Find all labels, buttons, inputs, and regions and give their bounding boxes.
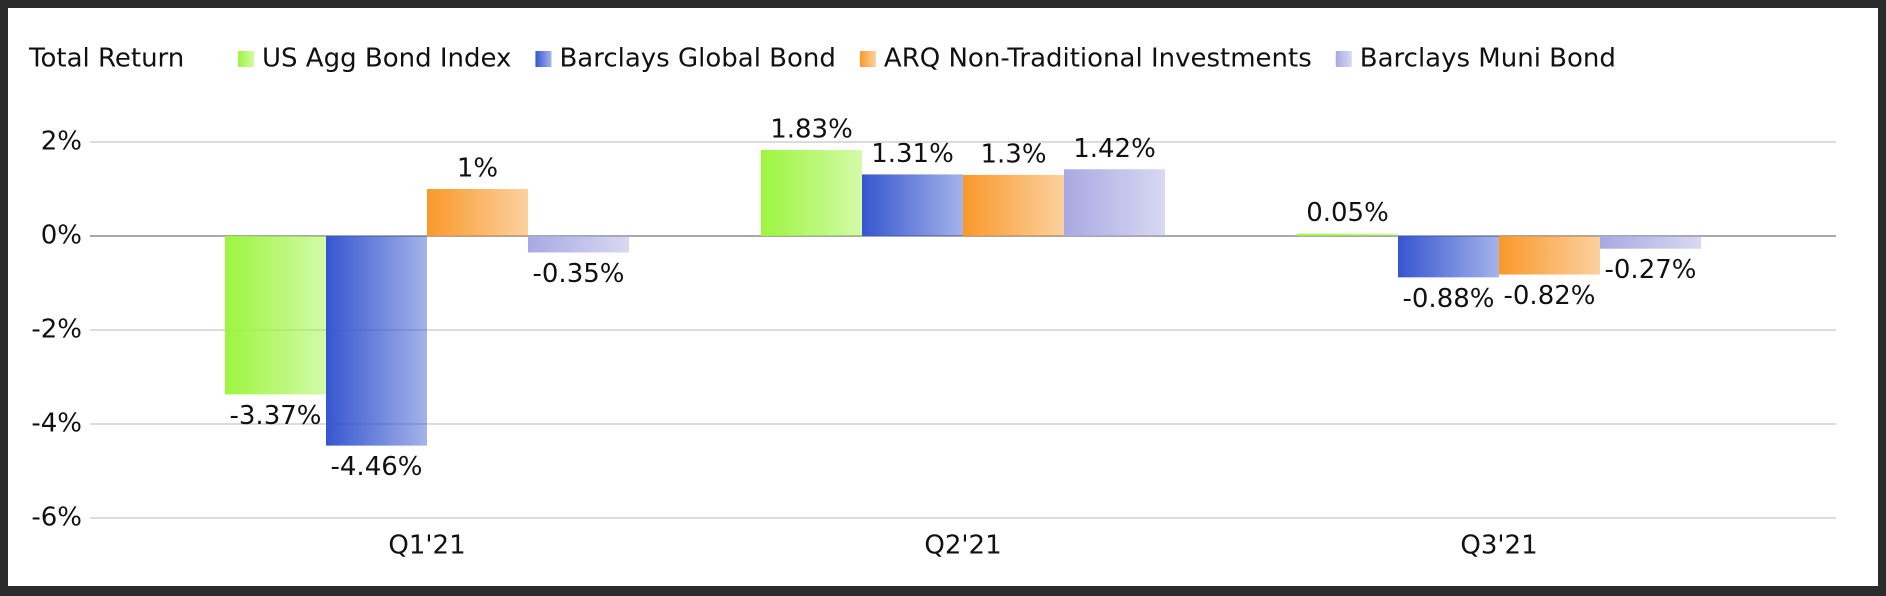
y-tick-label: 2% [41, 127, 82, 157]
bar [225, 236, 326, 395]
bar [761, 149, 862, 236]
legend-label: ARQ Non-Traditional Investments [884, 44, 1312, 74]
x-tick-label: Q3'21 [1460, 531, 1537, 561]
data-label: 1.42% [1073, 134, 1156, 164]
legend-swatch [238, 51, 254, 67]
data-label: 1.3% [980, 139, 1046, 169]
x-tick-label: Q1'21 [388, 531, 465, 561]
data-label: 0.05% [1306, 198, 1389, 228]
bar [326, 236, 427, 446]
y-tick-label: -4% [31, 409, 82, 439]
bar [963, 174, 1064, 236]
bar [1600, 236, 1701, 249]
bar [427, 189, 528, 236]
legend-label: Barclays Muni Bond [1360, 44, 1616, 74]
legend-swatch [535, 51, 552, 67]
data-label: -3.37% [230, 401, 322, 431]
y-tick-label: 0% [41, 221, 82, 251]
bar [1297, 233, 1398, 236]
legend-swatch [1335, 51, 1352, 67]
bar [862, 174, 963, 236]
data-label: -0.35% [533, 259, 625, 289]
x-tick-label: Q2'21 [924, 531, 1001, 561]
legend-swatch [859, 51, 876, 67]
legend-label: US Agg Bond Index [262, 44, 511, 74]
data-label: -0.88% [1403, 284, 1495, 314]
data-label: 1.31% [871, 139, 954, 169]
data-label: -0.27% [1605, 255, 1697, 285]
bar [528, 236, 629, 253]
bar [1499, 236, 1600, 275]
bar [1064, 169, 1165, 236]
y-tick-label: -6% [31, 503, 82, 533]
chart-title: Total Return [28, 44, 184, 74]
data-label: -0.82% [1504, 281, 1596, 311]
data-label: 1.83% [770, 114, 853, 144]
y-tick-label: -2% [31, 315, 82, 345]
data-label: -4.46% [331, 452, 423, 482]
bar [1398, 236, 1499, 278]
data-label: 1% [457, 154, 498, 184]
legend-label: Barclays Global Bond [559, 44, 835, 74]
